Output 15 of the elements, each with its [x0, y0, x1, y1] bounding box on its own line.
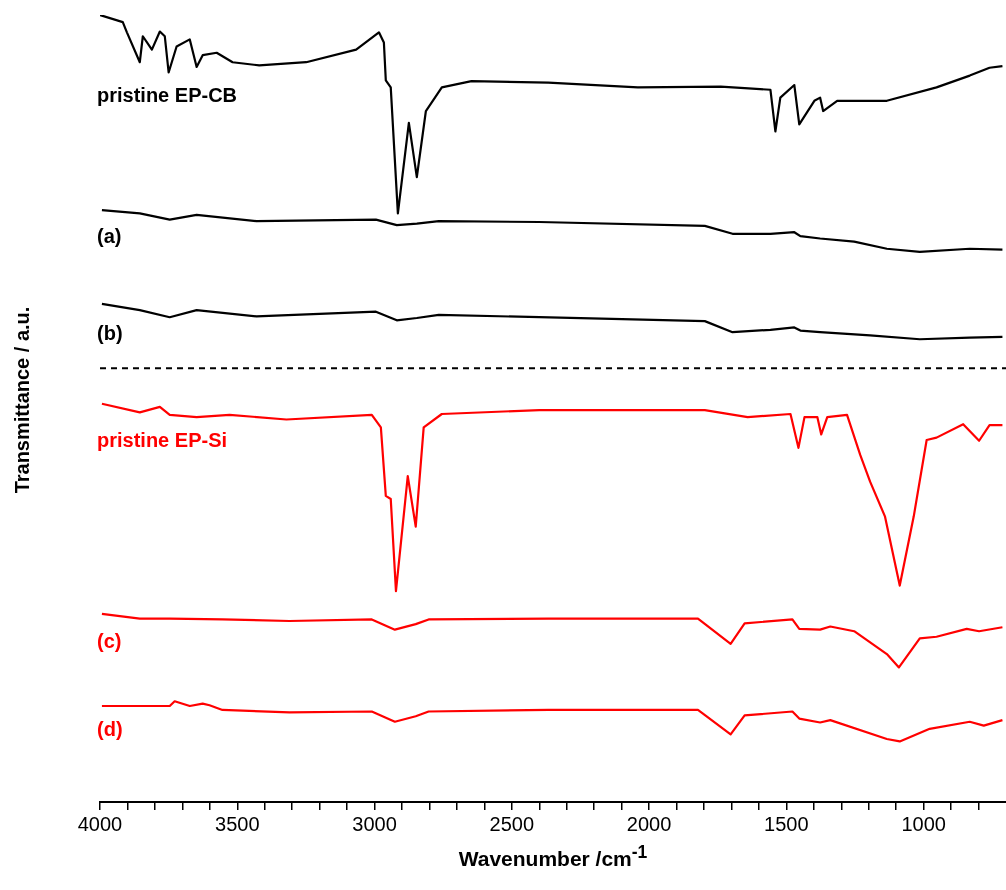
x-tick-label: 1000 [901, 812, 946, 835]
x-tick-label: 2500 [489, 812, 535, 835]
series-label: (b) [97, 321, 123, 344]
x-tick-label: 4000 [77, 812, 123, 835]
series-label: pristine EP-Si [97, 428, 228, 451]
series-label: (c) [97, 630, 122, 653]
x-tick-label: 3000 [352, 812, 397, 835]
x-tick-label: 1500 [764, 812, 809, 835]
series-label: (d) [97, 717, 123, 740]
y-axis-title: Transmittance / a.u. [10, 306, 34, 494]
series-label: pristine EP-CB [97, 83, 238, 106]
x-tick-label: 3500 [215, 812, 260, 835]
x-axis-title: Wavenumber /cm$^{-1}$ [457, 842, 649, 871]
series-label: (a) [97, 224, 122, 247]
x-tick-label: 2000 [626, 812, 672, 835]
